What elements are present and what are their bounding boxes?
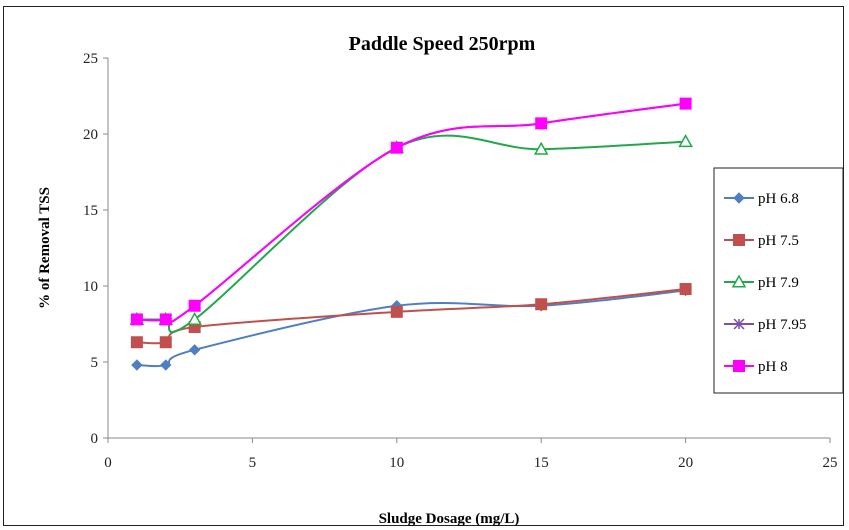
legend-item-ph-7-5: pH 7.5 bbox=[724, 233, 799, 249]
axes: 0 5 10 15 20 25 0 5 10 15 20 25 bbox=[83, 51, 838, 471]
legend-label: pH 7.9 bbox=[758, 275, 799, 291]
y-tick-label: 10 bbox=[83, 279, 98, 295]
y-axis-title: % of Removal TSS bbox=[37, 187, 53, 309]
data-point-ph-8 bbox=[188, 299, 201, 312]
data-point-ph-8 bbox=[535, 117, 548, 130]
legend-item-ph-8: pH 8 bbox=[724, 359, 788, 375]
legend-label: pH 8 bbox=[758, 359, 788, 375]
data-point-ph-7-5 bbox=[130, 336, 143, 349]
legend-box bbox=[713, 167, 844, 394]
legend: pH 6.8 pH 7.5 pH 7.9 pH 7.95 pH 8 bbox=[713, 167, 844, 394]
data-point-ph-7-9 bbox=[187, 311, 202, 325]
legend-label: pH 6.8 bbox=[758, 191, 799, 207]
y-tick-label: 20 bbox=[83, 127, 98, 143]
legend-marker bbox=[731, 274, 747, 288]
legend-item-ph-7-9: pH 7.9 bbox=[724, 274, 799, 291]
x-tick-label: 25 bbox=[823, 455, 838, 471]
x-tick-label: 15 bbox=[534, 455, 549, 471]
series-markers bbox=[129, 97, 693, 371]
series-line-ph-7-9 bbox=[136, 134, 686, 334]
data-point-ph-7-5 bbox=[390, 305, 403, 318]
legend-item-ph-7-95: pH 7.95 bbox=[724, 317, 806, 333]
data-point-ph-6-8 bbox=[131, 359, 143, 371]
x-axis-title: Sludge Dosage (mg/L) bbox=[379, 511, 520, 527]
y-tick-label: 15 bbox=[83, 203, 98, 219]
y-tick-label: 0 bbox=[91, 431, 99, 447]
x-tick-label: 10 bbox=[389, 455, 404, 471]
data-point-ph-6-8 bbox=[160, 359, 172, 371]
legend-marker bbox=[733, 234, 745, 246]
x-tick-label: 20 bbox=[678, 455, 693, 471]
data-point-ph-7-5 bbox=[535, 298, 548, 311]
legend-marker bbox=[733, 192, 745, 204]
legend-label: pH 7.95 bbox=[758, 317, 806, 333]
legend-label: pH 7.5 bbox=[758, 233, 799, 249]
chart-title: Paddle Speed 250rpm bbox=[349, 33, 536, 55]
series-lines bbox=[136, 102, 686, 368]
x-tick-label: 5 bbox=[249, 455, 257, 471]
data-point-ph-7-9 bbox=[533, 141, 549, 155]
data-point-ph-8 bbox=[679, 97, 692, 110]
data-point-ph-7-5 bbox=[679, 283, 692, 296]
series-line-ph-7-95 bbox=[136, 102, 686, 324]
series-line-ph-8 bbox=[136, 102, 686, 324]
legend-marker bbox=[733, 318, 745, 330]
data-point-ph-8 bbox=[390, 141, 403, 154]
series-line-ph-6-8 bbox=[136, 289, 686, 368]
y-tick-label: 25 bbox=[83, 51, 98, 67]
legend-item-ph-6-8: pH 6.8 bbox=[724, 191, 799, 207]
data-point-ph-7-9 bbox=[678, 134, 693, 148]
data-point-ph-8 bbox=[159, 313, 172, 326]
x-tick-label: 0 bbox=[104, 455, 112, 471]
y-tick-label: 5 bbox=[91, 355, 99, 371]
data-point-ph-6-8 bbox=[188, 344, 201, 356]
data-point-ph-7-5 bbox=[159, 336, 172, 349]
data-point-ph-8 bbox=[130, 313, 143, 326]
legend-marker bbox=[733, 360, 745, 372]
